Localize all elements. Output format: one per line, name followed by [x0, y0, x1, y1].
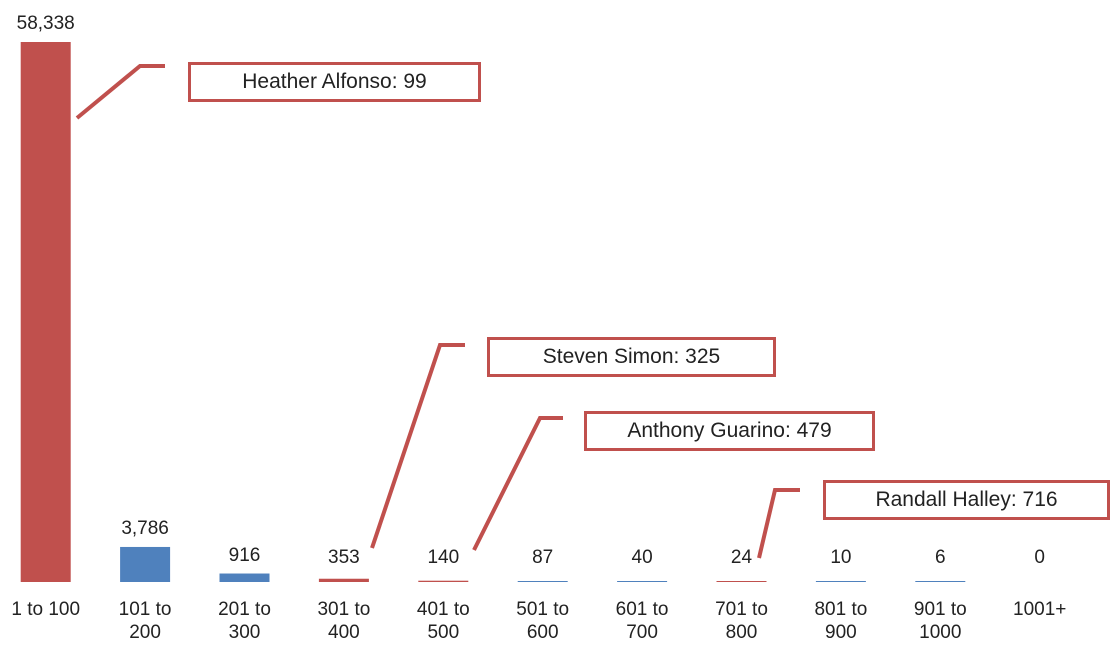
- callout-line: [75, 64, 165, 120]
- data-label: 140: [427, 547, 460, 568]
- bar: [716, 581, 767, 582]
- bar: [915, 581, 966, 582]
- callout-line: [757, 488, 800, 559]
- x-tick-label: 401 to 500: [416, 599, 470, 643]
- callout: Anthony Guarino: 479: [584, 411, 875, 451]
- callout: Heather Alfonso: 99: [188, 62, 481, 102]
- data-label: 916: [228, 544, 261, 566]
- data-label: 10: [830, 547, 852, 568]
- data-label: 40: [631, 547, 653, 568]
- x-tick-label: 101 to 200: [118, 599, 172, 643]
- bar: [318, 578, 369, 582]
- callout: Steven Simon: 325: [487, 337, 776, 377]
- data-label: 58,338: [16, 13, 75, 34]
- bar: [418, 580, 469, 582]
- x-tick-label: 1 to 100: [11, 599, 81, 620]
- bar: [517, 581, 568, 582]
- callout-line: [370, 343, 465, 549]
- data-label: 6: [935, 547, 946, 568]
- data-label: 3,786: [121, 517, 169, 539]
- bar: [20, 42, 71, 582]
- x-tick-label: 801 to 900: [814, 599, 868, 643]
- bar: [219, 573, 270, 582]
- bar: [815, 581, 866, 582]
- x-tick-label: 701 to 800: [715, 599, 768, 643]
- callout-line: [472, 416, 563, 551]
- x-tick-label: 601 to 700: [615, 599, 669, 643]
- bar: [120, 546, 171, 582]
- x-tick-label: 201 to 300: [218, 599, 271, 643]
- data-label: 87: [532, 547, 554, 568]
- data-label: 24: [730, 547, 753, 568]
- x-tick-label: 501 to 600: [516, 599, 570, 643]
- bar: [617, 581, 668, 582]
- data-label: 0: [1034, 547, 1045, 568]
- callout: Randall Halley: 716: [823, 480, 1110, 520]
- x-tick-label: 1001+: [1013, 599, 1067, 620]
- data-label: 353: [328, 547, 360, 568]
- x-tick-label: 301 to 400: [317, 599, 371, 643]
- x-tick-label: 901 to 1000: [913, 599, 967, 643]
